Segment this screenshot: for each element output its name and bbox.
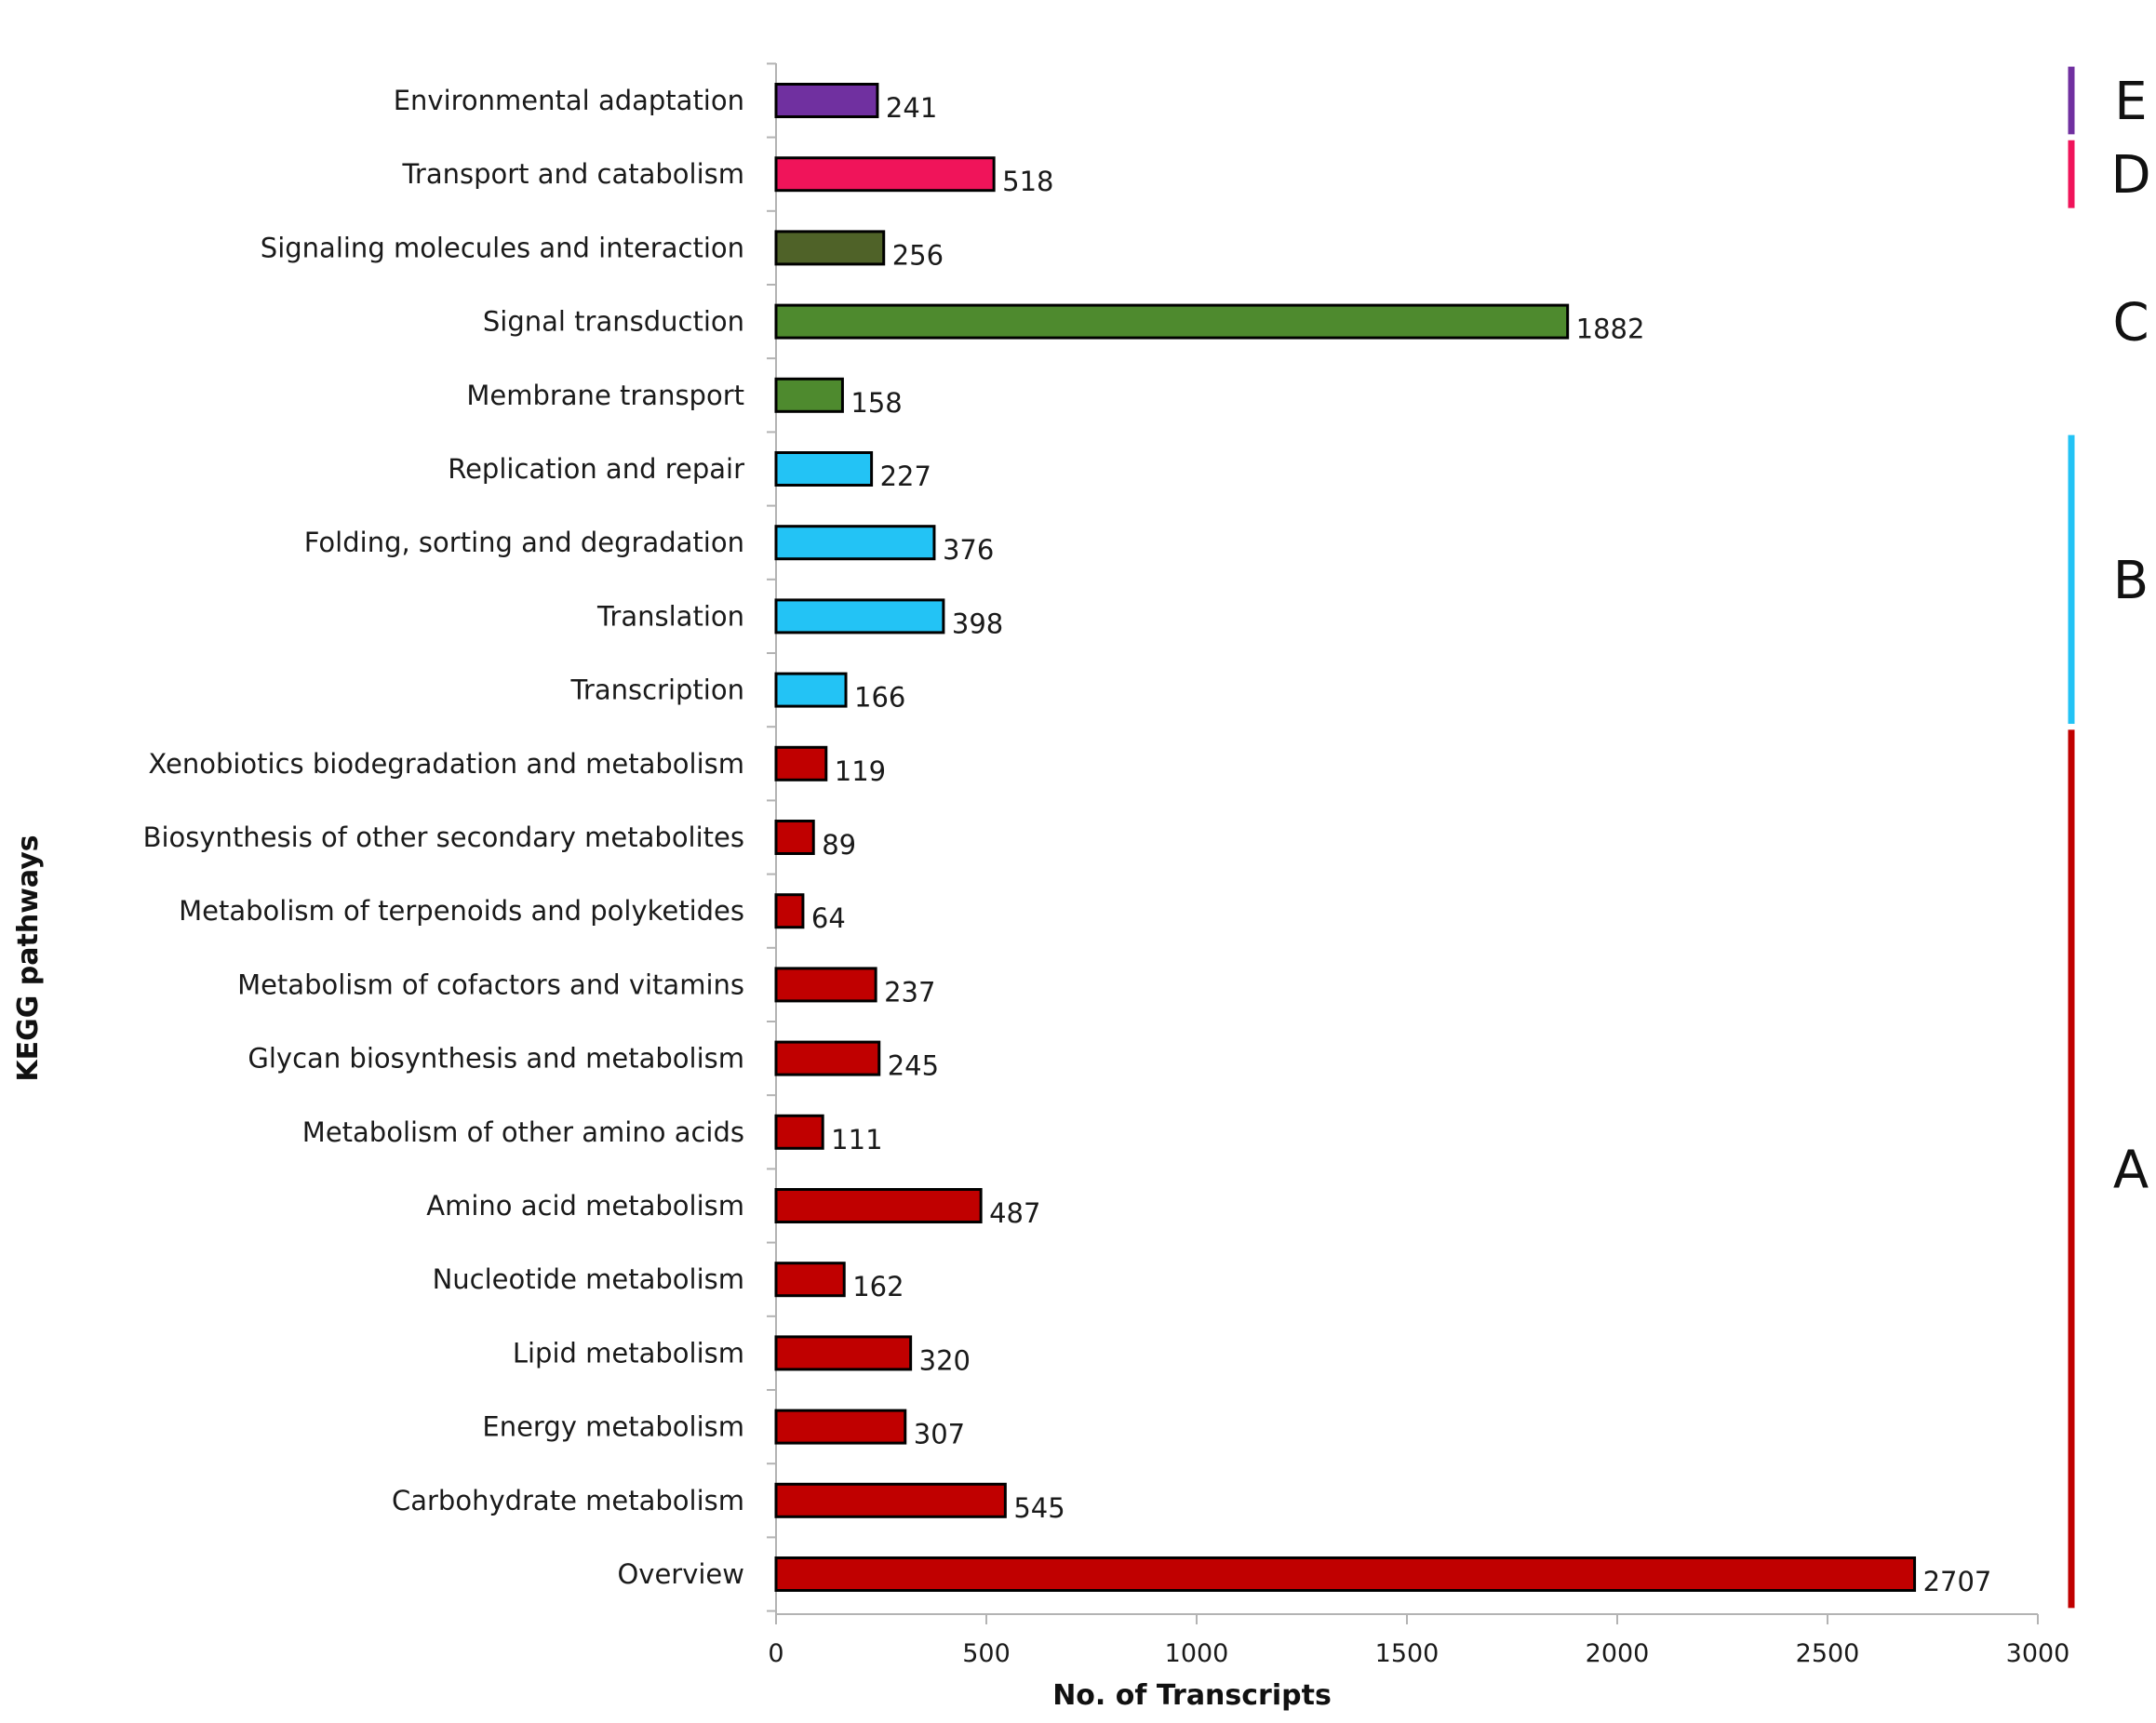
- bar: [774, 525, 936, 561]
- category-label: Replication and repair: [448, 453, 744, 485]
- group-letter: D: [2110, 145, 2150, 206]
- category-label: Amino acid metabolism: [426, 1190, 744, 1222]
- value-label: 398: [952, 608, 1003, 639]
- value-label: 545: [1013, 1492, 1065, 1524]
- category-label: Transport and catabolism: [401, 158, 744, 190]
- category-label: Lipid metabolism: [513, 1337, 744, 1369]
- value-label: 162: [852, 1271, 904, 1302]
- bar: [774, 1040, 881, 1076]
- value-label: 227: [880, 461, 931, 492]
- bar: [774, 1188, 983, 1223]
- category-label: Carbohydrate metabolism: [392, 1485, 744, 1516]
- value-label: 320: [919, 1344, 971, 1376]
- value-label: 1882: [1576, 314, 1645, 345]
- x-tick-label: 1000: [1165, 1639, 1229, 1668]
- value-label: 166: [854, 682, 905, 714]
- category-label: Xenobiotics biodegradation and metabolis…: [148, 748, 744, 780]
- value-label: 89: [822, 829, 856, 861]
- value-label: 64: [811, 902, 846, 934]
- bar: [774, 377, 844, 413]
- category-label: Translation: [596, 600, 744, 632]
- value-label: 307: [914, 1419, 965, 1450]
- category-label: Signal transduction: [483, 306, 744, 338]
- value-label: 487: [989, 1197, 1040, 1229]
- x-tick-label: 1500: [1375, 1639, 1440, 1668]
- bar: [774, 1556, 1917, 1592]
- bar: [774, 967, 877, 1003]
- category-label: Environmental adaptation: [394, 85, 744, 116]
- bar: [774, 598, 945, 634]
- category-label: Metabolism of cofactors and vitamins: [237, 968, 744, 1000]
- y-axis-title: KEGG pathways: [12, 835, 45, 1081]
- bar: [774, 745, 828, 781]
- category-label: Energy metabolism: [482, 1411, 744, 1443]
- value-label: 245: [888, 1050, 939, 1082]
- value-label: 256: [892, 239, 944, 271]
- bar: [774, 672, 848, 708]
- group-layer: ED C B A: [2068, 66, 2151, 1609]
- group-letter: C: [2112, 293, 2149, 354]
- bar: [774, 820, 815, 855]
- bar: [774, 451, 874, 487]
- x-tick-label: 3000: [2006, 1639, 2070, 1668]
- bar: [774, 893, 805, 929]
- bar: [774, 156, 996, 193]
- group-letter: E: [2114, 72, 2147, 132]
- group-letter: B: [2113, 551, 2149, 611]
- group-letter: A: [2113, 1140, 2149, 1200]
- category-label: Membrane transport: [466, 380, 744, 411]
- bar: [774, 1409, 907, 1445]
- x-tick-label: 2000: [1586, 1639, 1650, 1668]
- bar: [774, 1114, 824, 1150]
- category-label: Folding, sorting and degradation: [304, 527, 744, 558]
- value-label: 241: [886, 92, 937, 124]
- bar: [774, 1335, 913, 1371]
- value-label: 158: [850, 387, 902, 419]
- category-label: Signaling molecules and interaction: [261, 232, 744, 263]
- bar: [774, 1262, 846, 1298]
- value-label: 111: [831, 1124, 882, 1155]
- x-tick-label: 2500: [1796, 1639, 1860, 1668]
- bar: [774, 230, 886, 266]
- category-label: Biosynthesis of other secondary metaboli…: [143, 821, 744, 853]
- bar-layer: Environmental adaptation 241 Transport and…: [143, 83, 1992, 1597]
- category-label: Metabolism of other amino acids: [302, 1116, 744, 1148]
- category-label: Glycan biosynthesis and metabolism: [248, 1043, 744, 1075]
- bar: [774, 303, 1570, 340]
- x-tick-label: 0: [768, 1639, 783, 1668]
- category-label: Metabolism of terpenoids and polyketides: [179, 895, 744, 927]
- bar: [774, 83, 879, 118]
- value-label: 237: [884, 976, 935, 1008]
- axis-layer: 0 500 1000 1500 2000 2500 3000: [767, 62, 2070, 1668]
- category-label: Overview: [617, 1558, 744, 1590]
- x-tick-label: 500: [962, 1639, 1011, 1668]
- value-label: 518: [1002, 166, 1053, 197]
- value-label: 2707: [1923, 1566, 1992, 1597]
- value-label: 376: [943, 534, 994, 566]
- category-label: Transcription: [569, 675, 744, 706]
- category-label: Nucleotide metabolism: [433, 1263, 744, 1295]
- bar: [774, 1482, 1007, 1518]
- value-label: 119: [835, 755, 886, 787]
- x-axis-title: No. of Transcripts: [1052, 1679, 1332, 1712]
